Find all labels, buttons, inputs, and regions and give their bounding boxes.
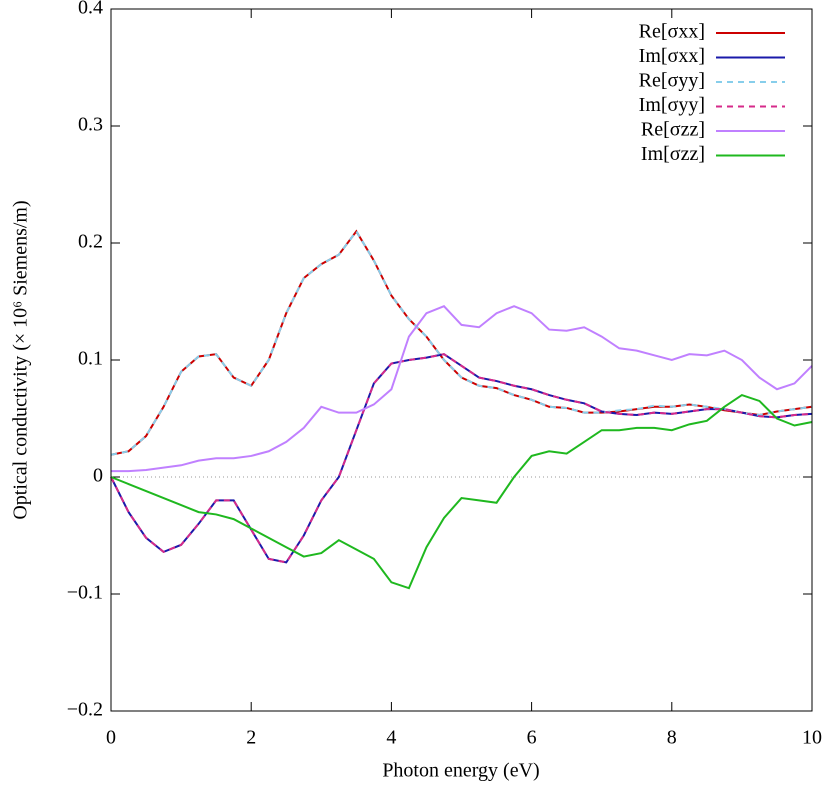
x-tick-label: 6	[527, 727, 537, 749]
y-tick-label: 0	[93, 465, 103, 487]
x-tick-label: 4	[386, 727, 396, 749]
series-line	[110, 393, 813, 590]
legend-label: Re[σxx]	[639, 21, 705, 43]
x-tick-label: 8	[667, 727, 677, 749]
legend-label: Im[σyy]	[639, 94, 705, 116]
x-tick-label: 0	[106, 727, 116, 749]
x-tick-label: 2	[246, 727, 256, 749]
y-tick-label: 0.2	[78, 231, 103, 253]
series-line	[110, 353, 813, 564]
y-axis-label: Optical conductivity (× 10⁶ Siemens/m)	[10, 200, 32, 519]
plot-frame	[110, 8, 813, 712]
x-tick-label: 10	[802, 727, 822, 749]
legend-label: Re[σzz]	[641, 119, 705, 141]
y-tick-label: 0.4	[78, 0, 103, 19]
legend-label: Im[σxx]	[639, 45, 705, 67]
x-axis-label: Photon energy (eV)	[382, 760, 539, 782]
legend-label: Im[σzz]	[641, 143, 705, 165]
legend-label: Re[σyy]	[639, 70, 705, 92]
y-tick-label: 0.3	[78, 114, 103, 136]
y-tick-label: −0.1	[67, 582, 103, 604]
series-line	[110, 229, 813, 456]
y-tick-label: 0.1	[78, 348, 103, 370]
series-line	[111, 304, 813, 473]
y-tick-label: −0.2	[67, 699, 103, 721]
